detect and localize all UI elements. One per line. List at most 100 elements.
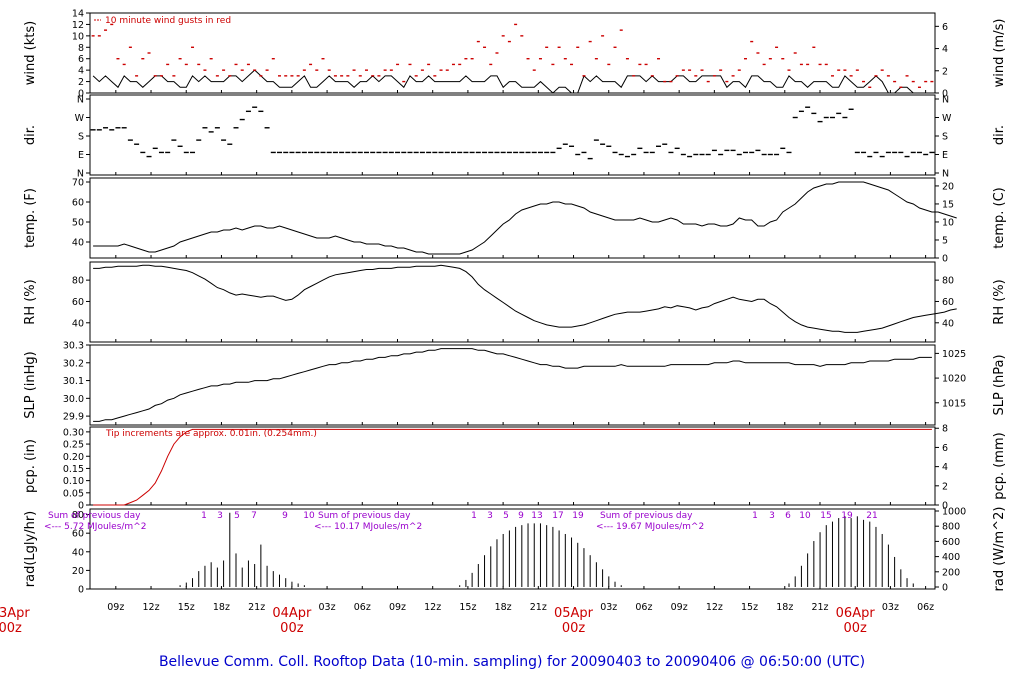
y-tick-label-left: 30.2 xyxy=(63,358,84,369)
direction-point xyxy=(227,143,233,145)
series-line-temperature xyxy=(93,181,957,255)
direction-point xyxy=(836,112,842,115)
y-tick-label-left: 60 xyxy=(72,529,84,540)
x-tick-label: 06z xyxy=(635,602,652,613)
y-tick-label-right: 0 xyxy=(942,501,948,512)
y-tick-label-left: 60 xyxy=(72,297,84,308)
time-axis: 09z 12z 15z 18z 21z 03z 06z 09z 12z 15z 18z 21z 03z 0… xyxy=(0,602,934,636)
x-tick-label: 09z xyxy=(671,602,688,613)
y-tick-label-left: 60 xyxy=(72,198,84,209)
gust-point xyxy=(240,69,244,71)
sun-hour-label: 10 xyxy=(303,511,315,521)
direction-point xyxy=(488,151,494,154)
gust-point xyxy=(302,69,306,71)
y-tick-label-right: 600 xyxy=(942,537,960,548)
gust-point xyxy=(327,69,331,71)
gust-point xyxy=(116,58,120,60)
direction-point xyxy=(115,127,121,129)
gust-point xyxy=(812,46,816,48)
y-tick-label-right: 5 xyxy=(942,235,948,246)
direction-point xyxy=(171,139,177,141)
gust-point xyxy=(420,69,424,71)
gust-point xyxy=(862,80,866,83)
y-tick-label-right: 40 xyxy=(942,318,954,329)
gust-point xyxy=(489,63,493,66)
direction-point xyxy=(351,151,357,154)
series-line-precipitation xyxy=(93,428,932,506)
gust-point xyxy=(265,69,269,71)
y-tick-label-right: 15 xyxy=(942,199,954,210)
direction-point xyxy=(264,127,270,129)
x-tick-label: 03z xyxy=(600,602,617,613)
gust-point xyxy=(520,35,524,37)
panel-frame xyxy=(89,94,936,176)
gust-point xyxy=(538,58,542,60)
x-tick-label: 09z xyxy=(389,602,406,613)
gust-point xyxy=(787,69,791,71)
y-axis-label-right: wind (m/s) xyxy=(992,19,1007,88)
direction-point xyxy=(469,151,475,154)
x-tick-label: 15z xyxy=(178,602,195,613)
y-tick-label-right: 1020 xyxy=(942,374,966,385)
y-tick-label-right: N xyxy=(942,169,949,180)
direction-point xyxy=(419,151,425,154)
direction-point xyxy=(332,151,338,154)
gust-point xyxy=(526,58,530,60)
gust-point xyxy=(97,35,101,37)
y-tick-label-left: 8 xyxy=(78,43,84,54)
direction-point xyxy=(165,151,171,154)
gust-point xyxy=(135,75,139,77)
y-tick-label-right: 1000 xyxy=(942,507,966,518)
sun-hour-label: 9 xyxy=(282,511,288,521)
gust-point xyxy=(694,75,698,77)
gust-point xyxy=(532,69,536,71)
y-tick-label-left: 0.15 xyxy=(63,464,84,475)
sun-hour-label: 1 xyxy=(752,511,758,521)
direction-point xyxy=(450,151,456,154)
direction-point xyxy=(805,106,811,108)
sun-hour-label: 19 xyxy=(841,511,853,521)
sum-label-value: <--- 5.72 MJoules/m^2 xyxy=(44,522,146,532)
y-tick-label-right: 60 xyxy=(942,297,954,308)
y-axis-label-left: dir. xyxy=(23,125,38,145)
panel-humidity: 40 60 80 40 60 80 RH (%) RH (%) xyxy=(23,261,1007,343)
date-hour-label: 00z xyxy=(844,621,868,636)
direction-point xyxy=(370,151,376,154)
gust-point xyxy=(930,80,934,83)
gust-point xyxy=(638,63,642,66)
direction-point xyxy=(158,151,164,154)
gust-point xyxy=(619,29,623,31)
direction-point xyxy=(326,151,332,154)
gust-point xyxy=(818,63,822,66)
gust-point xyxy=(246,63,250,66)
direction-point xyxy=(811,112,817,115)
direction-point xyxy=(929,151,935,154)
panel-precipitation: 0 0.050.100.150.200.25 0.30 0 2 4 6 8 pcp. (in) p… xyxy=(23,424,1007,512)
direction-point xyxy=(208,131,214,133)
gust-point xyxy=(793,52,797,54)
y-tick-label-right: 6 xyxy=(942,22,948,33)
direction-point xyxy=(96,129,102,131)
y-axis-label-right: temp. (C) xyxy=(992,187,1007,249)
direction-point xyxy=(662,143,668,145)
direction-point xyxy=(140,151,146,154)
y-tick-label-right: 0 xyxy=(942,89,948,100)
gust-point xyxy=(663,80,667,83)
y-tick-label-left: 40 xyxy=(72,547,84,558)
direction-point xyxy=(457,151,463,154)
y-tick-label-left: 6 xyxy=(78,54,84,65)
sun-hour-label: 19 xyxy=(572,511,584,521)
direction-point xyxy=(357,151,363,154)
direction-point xyxy=(308,151,314,154)
y-axis-label-right: RH (%) xyxy=(992,279,1007,324)
gust-point xyxy=(607,63,611,66)
panel-frame xyxy=(89,508,936,590)
x-tick-label: 09z xyxy=(107,602,124,613)
sun-hour-label: 3 xyxy=(487,511,493,521)
sun-hour-label: 3 xyxy=(769,511,775,521)
y-tick-label-right: 4 xyxy=(942,44,948,55)
direction-point xyxy=(444,151,450,154)
gust-point xyxy=(681,69,685,71)
direction-point xyxy=(612,151,618,154)
sun-hour-label: 10 xyxy=(799,511,811,521)
